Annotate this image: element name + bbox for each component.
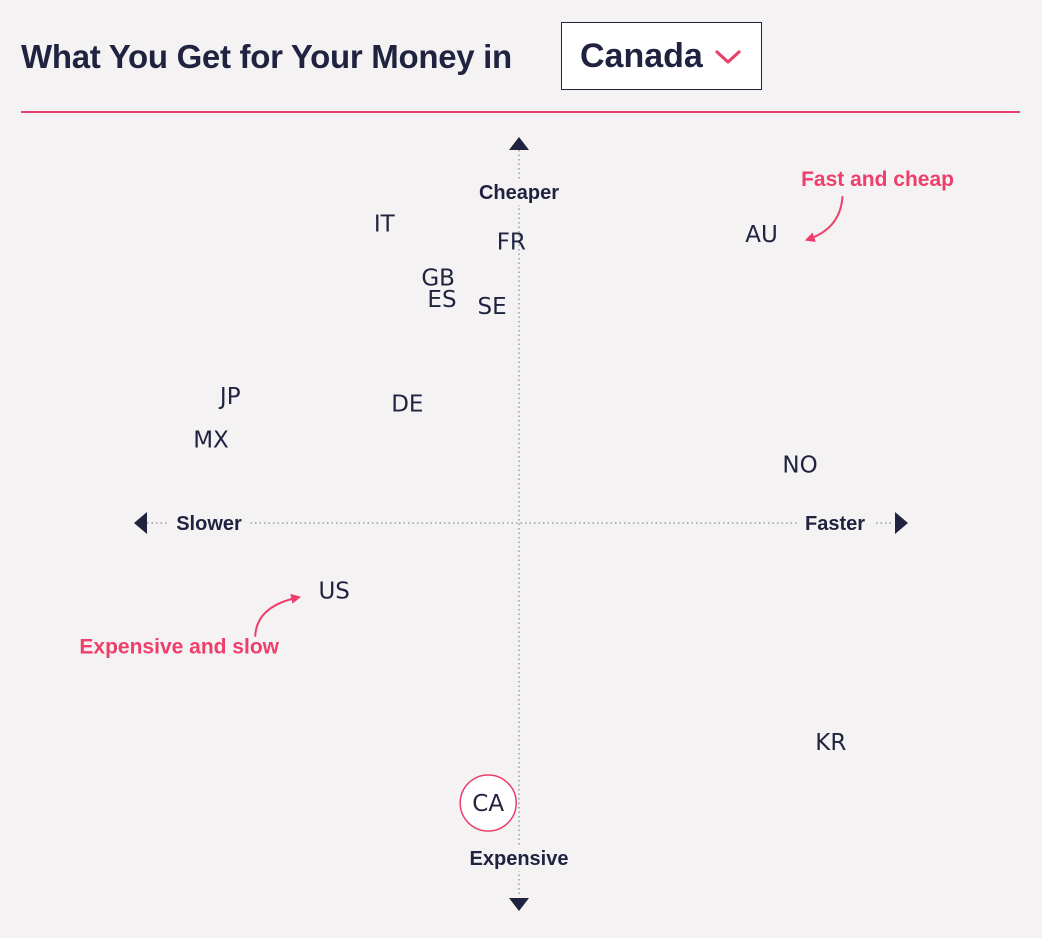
country-point-ca[interactable]: CA xyxy=(459,774,517,832)
chart-header: What You Get for Your Money in Canada xyxy=(21,22,762,92)
axis-label-slower-bg xyxy=(169,510,249,536)
chevron-down-icon xyxy=(715,49,741,70)
country-label-kr: KR xyxy=(815,730,846,756)
country-label-fr: FR xyxy=(497,229,526,255)
country-label-de: DE xyxy=(391,391,423,417)
country-point-no[interactable]: NO xyxy=(782,453,817,479)
country-point-jp[interactable]: JP xyxy=(218,384,241,410)
page-title: What You Get for Your Money in xyxy=(21,38,512,75)
axis-label-expensive-bg xyxy=(461,845,577,871)
axis-label-faster: Faster xyxy=(805,513,865,535)
annotation-arrow-fast-and-cheap xyxy=(804,196,844,242)
country-point-fr[interactable]: FR xyxy=(497,229,526,255)
country-label-gb: GB xyxy=(421,265,455,291)
arrow-down-icon xyxy=(509,898,529,911)
country-dropdown-value: Canada xyxy=(580,36,703,75)
country-label-it: IT xyxy=(374,211,396,237)
country-point-us[interactable]: US xyxy=(318,579,349,605)
country-label-se: SE xyxy=(477,294,506,320)
country-label-es: ES xyxy=(427,287,456,313)
annotation-fast-and-cheap: Fast and cheap xyxy=(801,168,954,191)
axis-label-faster-bg xyxy=(797,510,873,536)
header-divider xyxy=(21,111,1020,113)
country-point-de[interactable]: DE xyxy=(391,391,423,417)
axis-label-slower: Slower xyxy=(176,513,242,535)
country-label-jp: JP xyxy=(218,384,241,410)
country-point-au[interactable]: AU xyxy=(745,222,778,248)
axis-label-expensive: Expensive xyxy=(470,848,569,870)
axis-label-cheaper: Cheaper xyxy=(479,182,559,204)
country-point-es[interactable]: ES xyxy=(427,287,456,313)
country-point-kr[interactable]: KR xyxy=(815,730,846,756)
country-label-mx: MX xyxy=(193,427,229,453)
country-label-no: NO xyxy=(782,453,817,479)
country-label-us: US xyxy=(318,579,349,605)
highlight-circle xyxy=(459,774,517,832)
arrow-up-icon xyxy=(509,137,529,150)
country-point-se[interactable]: SE xyxy=(477,294,506,320)
country-dropdown[interactable]: Canada xyxy=(561,22,762,90)
annotation-arrow-expensive-and-slow xyxy=(254,594,302,637)
arrow-right-icon xyxy=(895,512,908,534)
country-label-ca: CA xyxy=(472,791,504,817)
annotation-expensive-and-slow: Expensive and slow xyxy=(79,636,279,659)
arrow-left-icon xyxy=(134,512,147,534)
country-point-it[interactable]: IT xyxy=(374,211,396,237)
country-point-gb[interactable]: GB xyxy=(421,265,455,291)
axis-label-cheaper-bg xyxy=(469,179,569,205)
country-label-au: AU xyxy=(745,222,778,248)
country-point-mx[interactable]: MX xyxy=(193,427,229,453)
